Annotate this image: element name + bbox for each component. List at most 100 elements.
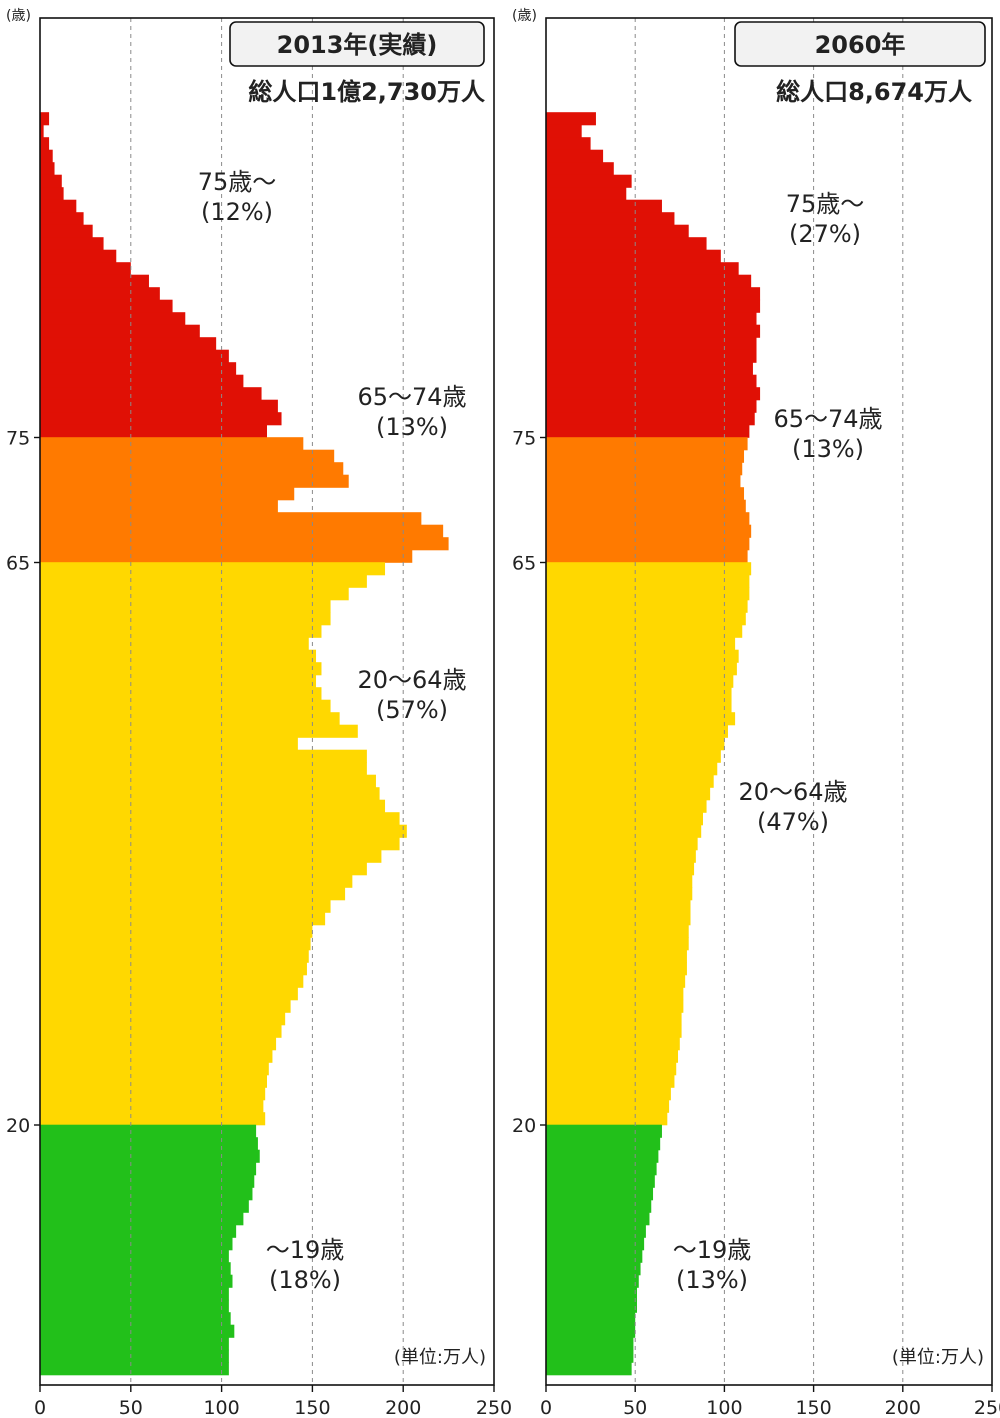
bar-age-54 <box>546 687 732 701</box>
age-tick-label-20: 20 <box>6 1115 30 1137</box>
bar-age-37 <box>546 899 691 913</box>
bar-age-100 <box>546 112 596 126</box>
bar-age-30 <box>40 987 298 1001</box>
bar-age-78 <box>40 387 262 401</box>
group-share-0: (27%) <box>789 220 861 248</box>
bar-age-69 <box>546 499 746 513</box>
bar-age-65 <box>40 549 413 563</box>
bar-age-85 <box>546 299 761 313</box>
population-pyramid-0: 0 50 100 150 200 250 20 65 75 (歳) 2013年(実績) 総人口1億2,… <box>6 8 512 1418</box>
bar-age-36 <box>546 912 691 926</box>
bar-age-6 <box>40 1287 229 1301</box>
bar-age-72 <box>546 462 743 476</box>
bar-age-28 <box>546 1012 682 1026</box>
bar-age-31 <box>40 974 304 988</box>
bar-age-83 <box>40 324 200 338</box>
group-share-1: (13%) <box>792 435 864 463</box>
bar-age-43 <box>40 824 407 838</box>
bar-age-81 <box>40 349 229 363</box>
x-tick-label-100: 100 <box>203 1397 239 1418</box>
age-tick-label-75: 75 <box>512 428 536 450</box>
bar-age-0 <box>546 1362 632 1376</box>
bar-age-88 <box>40 262 131 276</box>
bar-age-17 <box>40 1149 260 1163</box>
bar-age-58 <box>546 637 736 651</box>
bar-age-14 <box>546 1187 654 1201</box>
bar-age-77 <box>546 399 757 413</box>
group-share-3: (18%) <box>269 1266 341 1294</box>
bar-age-8 <box>546 1262 641 1276</box>
x-tick-label-250: 250 <box>476 1397 512 1418</box>
bar-age-92 <box>40 212 84 226</box>
bar-age-93 <box>546 199 662 213</box>
bar-age-44 <box>546 812 703 826</box>
bar-age-22 <box>546 1087 671 1101</box>
bar-age-82 <box>40 337 217 351</box>
bar-age-56 <box>546 662 737 676</box>
bar-age-1 <box>40 1349 229 1363</box>
bar-age-57 <box>546 649 739 663</box>
bar-age-55 <box>40 674 317 688</box>
bar-age-95 <box>546 174 632 188</box>
bar-age-64 <box>40 562 386 576</box>
bar-age-69 <box>40 499 278 513</box>
bar-age-94 <box>546 187 627 201</box>
bar-age-72 <box>40 462 344 476</box>
bar-age-11 <box>40 1224 237 1238</box>
age-bars <box>40 112 449 1376</box>
bar-age-60 <box>546 612 746 626</box>
bar-age-62 <box>546 587 750 601</box>
bar-age-13 <box>546 1199 652 1213</box>
bar-age-7 <box>546 1274 639 1288</box>
bar-age-15 <box>40 1174 255 1188</box>
bar-age-85 <box>40 299 173 313</box>
y-axis-label: (歳) <box>6 8 31 24</box>
x-tick-label-200: 200 <box>385 1397 421 1418</box>
bar-age-27 <box>546 1024 682 1038</box>
bar-age-63 <box>546 574 750 588</box>
bar-age-7 <box>40 1274 233 1288</box>
bar-age-44 <box>40 812 400 826</box>
bar-age-17 <box>546 1149 659 1163</box>
bar-age-82 <box>546 337 757 351</box>
bar-age-51 <box>40 724 358 738</box>
bar-age-59 <box>546 624 743 638</box>
group-label-1: 65～74歳 <box>773 405 882 433</box>
bar-age-25 <box>546 1049 679 1063</box>
bar-age-34 <box>546 937 689 951</box>
bar-age-32 <box>40 962 307 976</box>
bar-age-9 <box>546 1249 643 1263</box>
x-tick-label-50: 50 <box>119 1397 143 1418</box>
bar-age-26 <box>546 1037 680 1051</box>
bar-age-16 <box>546 1162 657 1176</box>
bar-age-98 <box>546 137 591 151</box>
unit-note: (単位:万人) <box>394 1347 486 1368</box>
bar-age-21 <box>546 1099 670 1113</box>
bar-age-18 <box>546 1137 661 1151</box>
bar-age-10 <box>546 1237 645 1251</box>
bar-age-24 <box>40 1062 269 1076</box>
bar-age-93 <box>40 199 77 213</box>
bar-age-50 <box>546 737 725 751</box>
bar-age-24 <box>546 1062 677 1076</box>
bar-age-84 <box>40 312 186 326</box>
bar-age-31 <box>546 974 686 988</box>
bar-age-29 <box>546 999 684 1013</box>
bar-age-45 <box>40 799 386 813</box>
bar-age-32 <box>546 962 687 976</box>
bar-age-5 <box>546 1299 637 1313</box>
bar-age-28 <box>40 1012 286 1026</box>
chart-title: 2013年(実績) <box>277 31 438 59</box>
bar-age-10 <box>40 1237 233 1251</box>
bar-age-9 <box>40 1249 229 1263</box>
bar-age-35 <box>40 924 313 938</box>
group-share-2: (47%) <box>757 808 829 836</box>
y-axis-label: (歳) <box>512 8 537 24</box>
bar-age-45 <box>546 799 707 813</box>
group-share-2: (57%) <box>376 696 448 724</box>
x-tick-label-150: 150 <box>795 1397 831 1418</box>
bar-age-38 <box>40 887 346 901</box>
group-label-1: 65～74歳 <box>357 383 466 411</box>
